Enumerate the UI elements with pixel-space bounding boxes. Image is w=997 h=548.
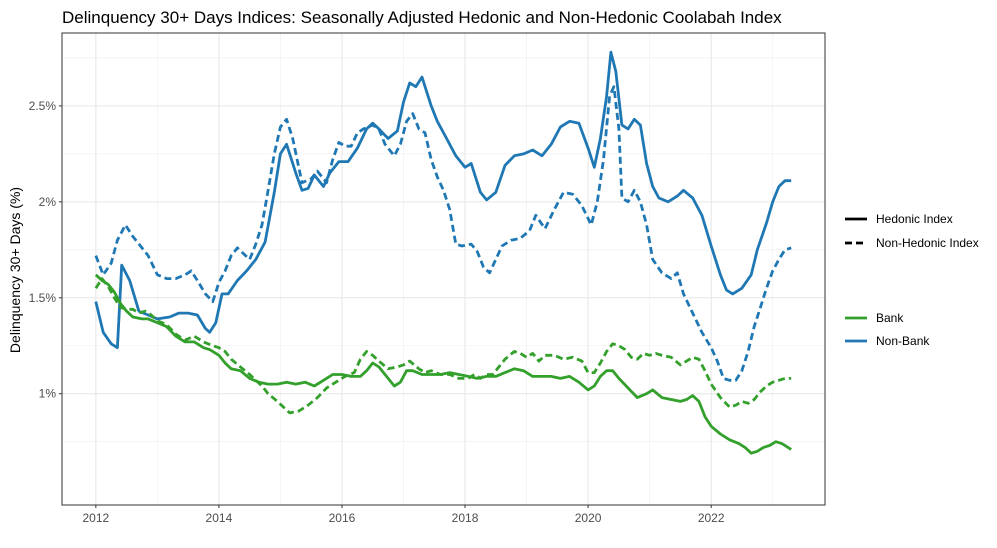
y-tick-label: 1% (39, 387, 57, 401)
y-tick-label: 2.5% (29, 99, 57, 113)
chart-title: Delinquency 30+ Days Indices: Seasonally… (62, 8, 782, 27)
x-tick-label: 2018 (452, 511, 479, 525)
x-tick-label: 2020 (575, 511, 602, 525)
legend-label: Hedonic Index (876, 212, 953, 226)
series-lines (94, 50, 792, 455)
series-line-non-bank-non-hedonic-index (94, 85, 792, 382)
plot-panel-border (61, 32, 826, 506)
y-axis-label: Delinquency 30+ Days (%) (7, 187, 23, 353)
legend: Hedonic Index Non-Hedonic Index Bank Non-Ba… (845, 212, 979, 348)
grid (62, 33, 825, 505)
series-line-bank-non-hedonic-index (94, 277, 792, 415)
x-axis-ticks: 2012 2014 2016 2018 2020 2022 (82, 505, 725, 525)
legend-label: Bank (876, 311, 904, 325)
series-line-bank-hedonic-index (94, 273, 792, 455)
x-tick-label: 2014 (206, 511, 233, 525)
legend-label: Non-Hedonic Index (876, 236, 979, 250)
y-axis-ticks: 1% 1.5% 2% 2.5% (29, 99, 62, 401)
x-tick-label: 2016 (329, 511, 356, 525)
series-line-non-bank-hedonic-index (94, 50, 792, 350)
x-tick-label: 2022 (698, 511, 725, 525)
legend-label: Non-Bank (876, 334, 930, 348)
x-tick-label: 2012 (82, 511, 109, 525)
y-tick-label: 2% (39, 195, 57, 209)
y-tick-label: 1.5% (29, 291, 57, 305)
